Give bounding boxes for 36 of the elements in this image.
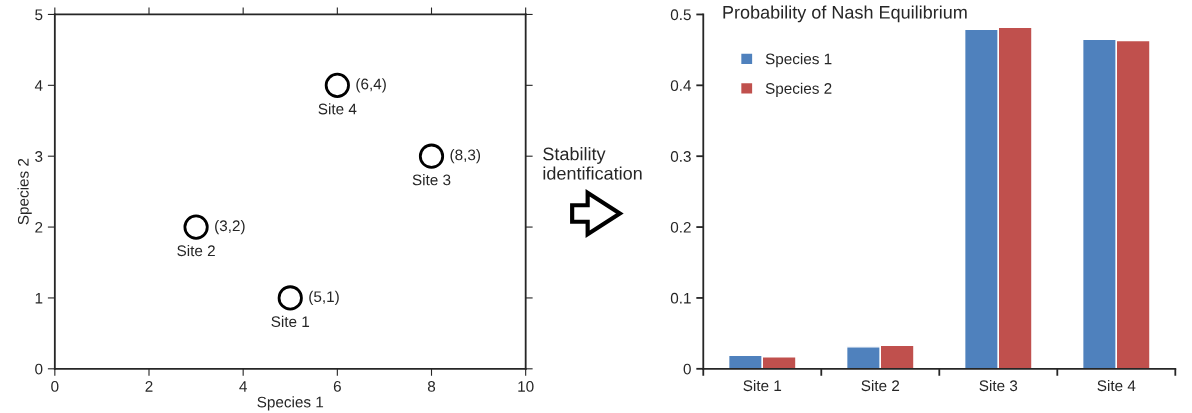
x-tick-label: 0 xyxy=(51,381,59,392)
x-tick-label: 4 xyxy=(239,381,247,392)
annotation: (8,3) xyxy=(450,149,481,164)
y-axis-title: Species 2 xyxy=(17,158,32,225)
y-tick-label: 5 xyxy=(35,9,43,21)
x-tick-label: Site 4 xyxy=(1097,379,1136,392)
x-axis-title: Species 1 xyxy=(257,396,324,411)
y-tick-label: 0.2 xyxy=(670,221,691,233)
y-tick-label: 1 xyxy=(35,292,43,304)
y-tick-label: 3 xyxy=(35,151,43,162)
x-tick-label: 2 xyxy=(145,381,153,392)
x-tick-label: 6 xyxy=(333,381,341,392)
annotation: (3,2) xyxy=(215,219,245,235)
x-tick-label: 8 xyxy=(427,381,436,392)
annotation: Site 3 xyxy=(412,174,451,186)
y-tick-label: 0.1 xyxy=(670,292,691,304)
y-tick-label: 0 xyxy=(683,363,691,375)
annotation: Site 4 xyxy=(318,103,357,115)
legend-label: Species 2 xyxy=(765,82,832,97)
annotation: (5,1) xyxy=(309,290,339,306)
annotation: Site 1 xyxy=(271,315,310,328)
annotation: (6,4) xyxy=(356,78,386,93)
y-tick-label: 0.4 xyxy=(670,80,692,92)
x-tick-label: Site 3 xyxy=(979,379,1018,392)
x-tick-label: 10 xyxy=(518,381,534,392)
x-tick-label: Site 1 xyxy=(743,379,782,392)
y-tick-label: 0 xyxy=(35,363,43,375)
chart-title: Probability of Nash Equilibrium xyxy=(723,5,967,23)
legend-label: Species 1 xyxy=(765,53,832,68)
text: Stability identification xyxy=(543,147,642,180)
y-tick-label: 2 xyxy=(35,221,43,233)
x-tick-label: Site 2 xyxy=(861,379,900,392)
annotation: Site 2 xyxy=(177,244,215,257)
y-tick-label: 0.5 xyxy=(670,9,691,21)
y-tick-label: 4 xyxy=(34,80,43,91)
y-tick-label: 0.3 xyxy=(670,151,691,162)
